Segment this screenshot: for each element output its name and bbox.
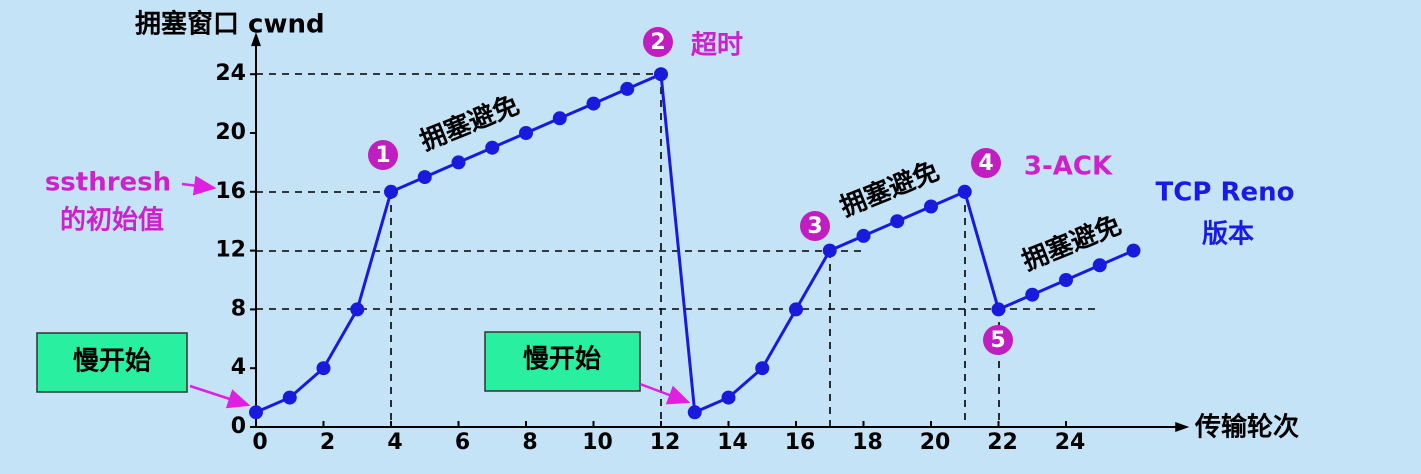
y-tick-label: 20 [215,120,246,145]
annotation: 版本 [1201,220,1254,250]
y-tick-label: 0 [231,414,246,439]
box [36,332,188,393]
point [552,111,567,126]
x-tick-label: 18 [852,430,883,455]
badge [971,148,1001,178]
point [1092,258,1107,273]
badge-label: 4 [978,151,993,176]
point [249,405,263,420]
point [384,184,398,199]
point [924,199,938,214]
guides [256,73,1095,427]
line [255,72,1135,415]
y-tick-label: 24 [215,61,246,86]
x-tick-label: 4 [387,430,402,455]
badge-label: 2 [650,30,665,55]
y-tick-label: 4 [231,355,246,380]
annotation: 超时 [691,31,743,61]
point [856,228,871,243]
x-tick-label: 22 [987,430,1018,455]
badge-label: 1 [375,143,390,168]
x-tick-label: 16 [785,430,816,455]
x-tick-label: 12 [650,430,681,455]
point [1025,287,1040,302]
point [822,243,837,258]
point [282,390,297,405]
badge-label: 3 [807,214,822,239]
x-tick-label: 24 [1055,430,1086,455]
y-tick-label: 8 [231,296,246,321]
point [721,390,736,405]
annotation: 拥塞避免 [1018,209,1126,277]
point [1126,243,1141,258]
y-arrow [251,32,261,47]
arrows [181,175,691,409]
x-tick-label: 2 [320,430,335,455]
y-axis-label: 拥塞窗口 cwnd [135,9,325,40]
point [620,81,635,96]
box [484,331,641,392]
badge-label: 5 [990,328,1005,353]
y-tick-label: 12 [215,238,246,263]
x-tick-label: 10 [582,430,613,455]
point [350,302,365,317]
x-tick-label: 14 [717,430,748,455]
point [789,302,803,317]
annotation: 慢开始 [73,347,151,377]
point [957,184,972,199]
badge [983,325,1013,355]
x-tick-label: 0 [252,430,267,455]
badge [643,27,673,57]
point [316,361,331,376]
point [485,140,500,155]
point [586,96,601,111]
point [991,302,1006,317]
badge [368,140,398,170]
point [1059,273,1073,287]
x-tick-label: 8 [522,430,537,455]
badge [800,211,830,241]
annotation: 慢开始 [523,345,601,375]
annotation: ssthresh [45,168,171,198]
point [755,361,770,376]
annotation: TCP Reno [1156,178,1295,208]
point [890,214,905,229]
point [451,155,466,170]
x-tick-label: 20 [920,430,951,455]
point [519,126,533,140]
point [687,405,702,420]
x-axis-label: 传输轮次 [1194,412,1299,443]
annotation: 的初始值 [60,205,164,236]
x-arrow [1175,422,1190,432]
annotation: 拥塞避免 [416,89,524,157]
point [654,67,668,82]
point [417,170,432,185]
annotation: 3-ACK [1024,152,1113,182]
y-tick-label: 16 [215,179,246,204]
x-tick-label: 6 [455,430,470,455]
annotation: 拥塞避免 [836,155,944,223]
